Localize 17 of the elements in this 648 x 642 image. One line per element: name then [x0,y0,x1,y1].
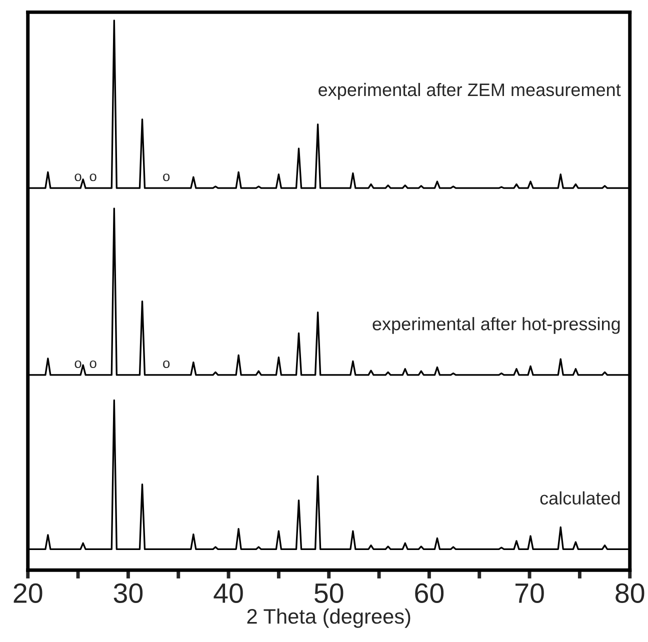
annotation: o [74,360,82,368]
annotation: o [163,360,170,368]
series-label: calculated [540,491,620,505]
annotation: o [74,174,82,182]
x-tick-label: 50 [314,583,344,603]
x-tick-label: 30 [114,583,143,603]
x-tick-label: 80 [616,583,644,603]
x-axis-title: 2 Theta (degrees) [247,608,410,628]
annotation: o [163,174,170,182]
x-tick-label: 70 [516,583,544,603]
annotation: o [90,174,96,182]
series-label: experimental after hot-pressing [372,317,620,334]
x-tick-label: 20 [14,583,42,603]
x-tick-label: 60 [415,583,444,603]
series-label: experimental after ZEM measurement [318,82,621,100]
x-tick-label: 40 [214,583,243,603]
annotation: o [90,360,96,368]
